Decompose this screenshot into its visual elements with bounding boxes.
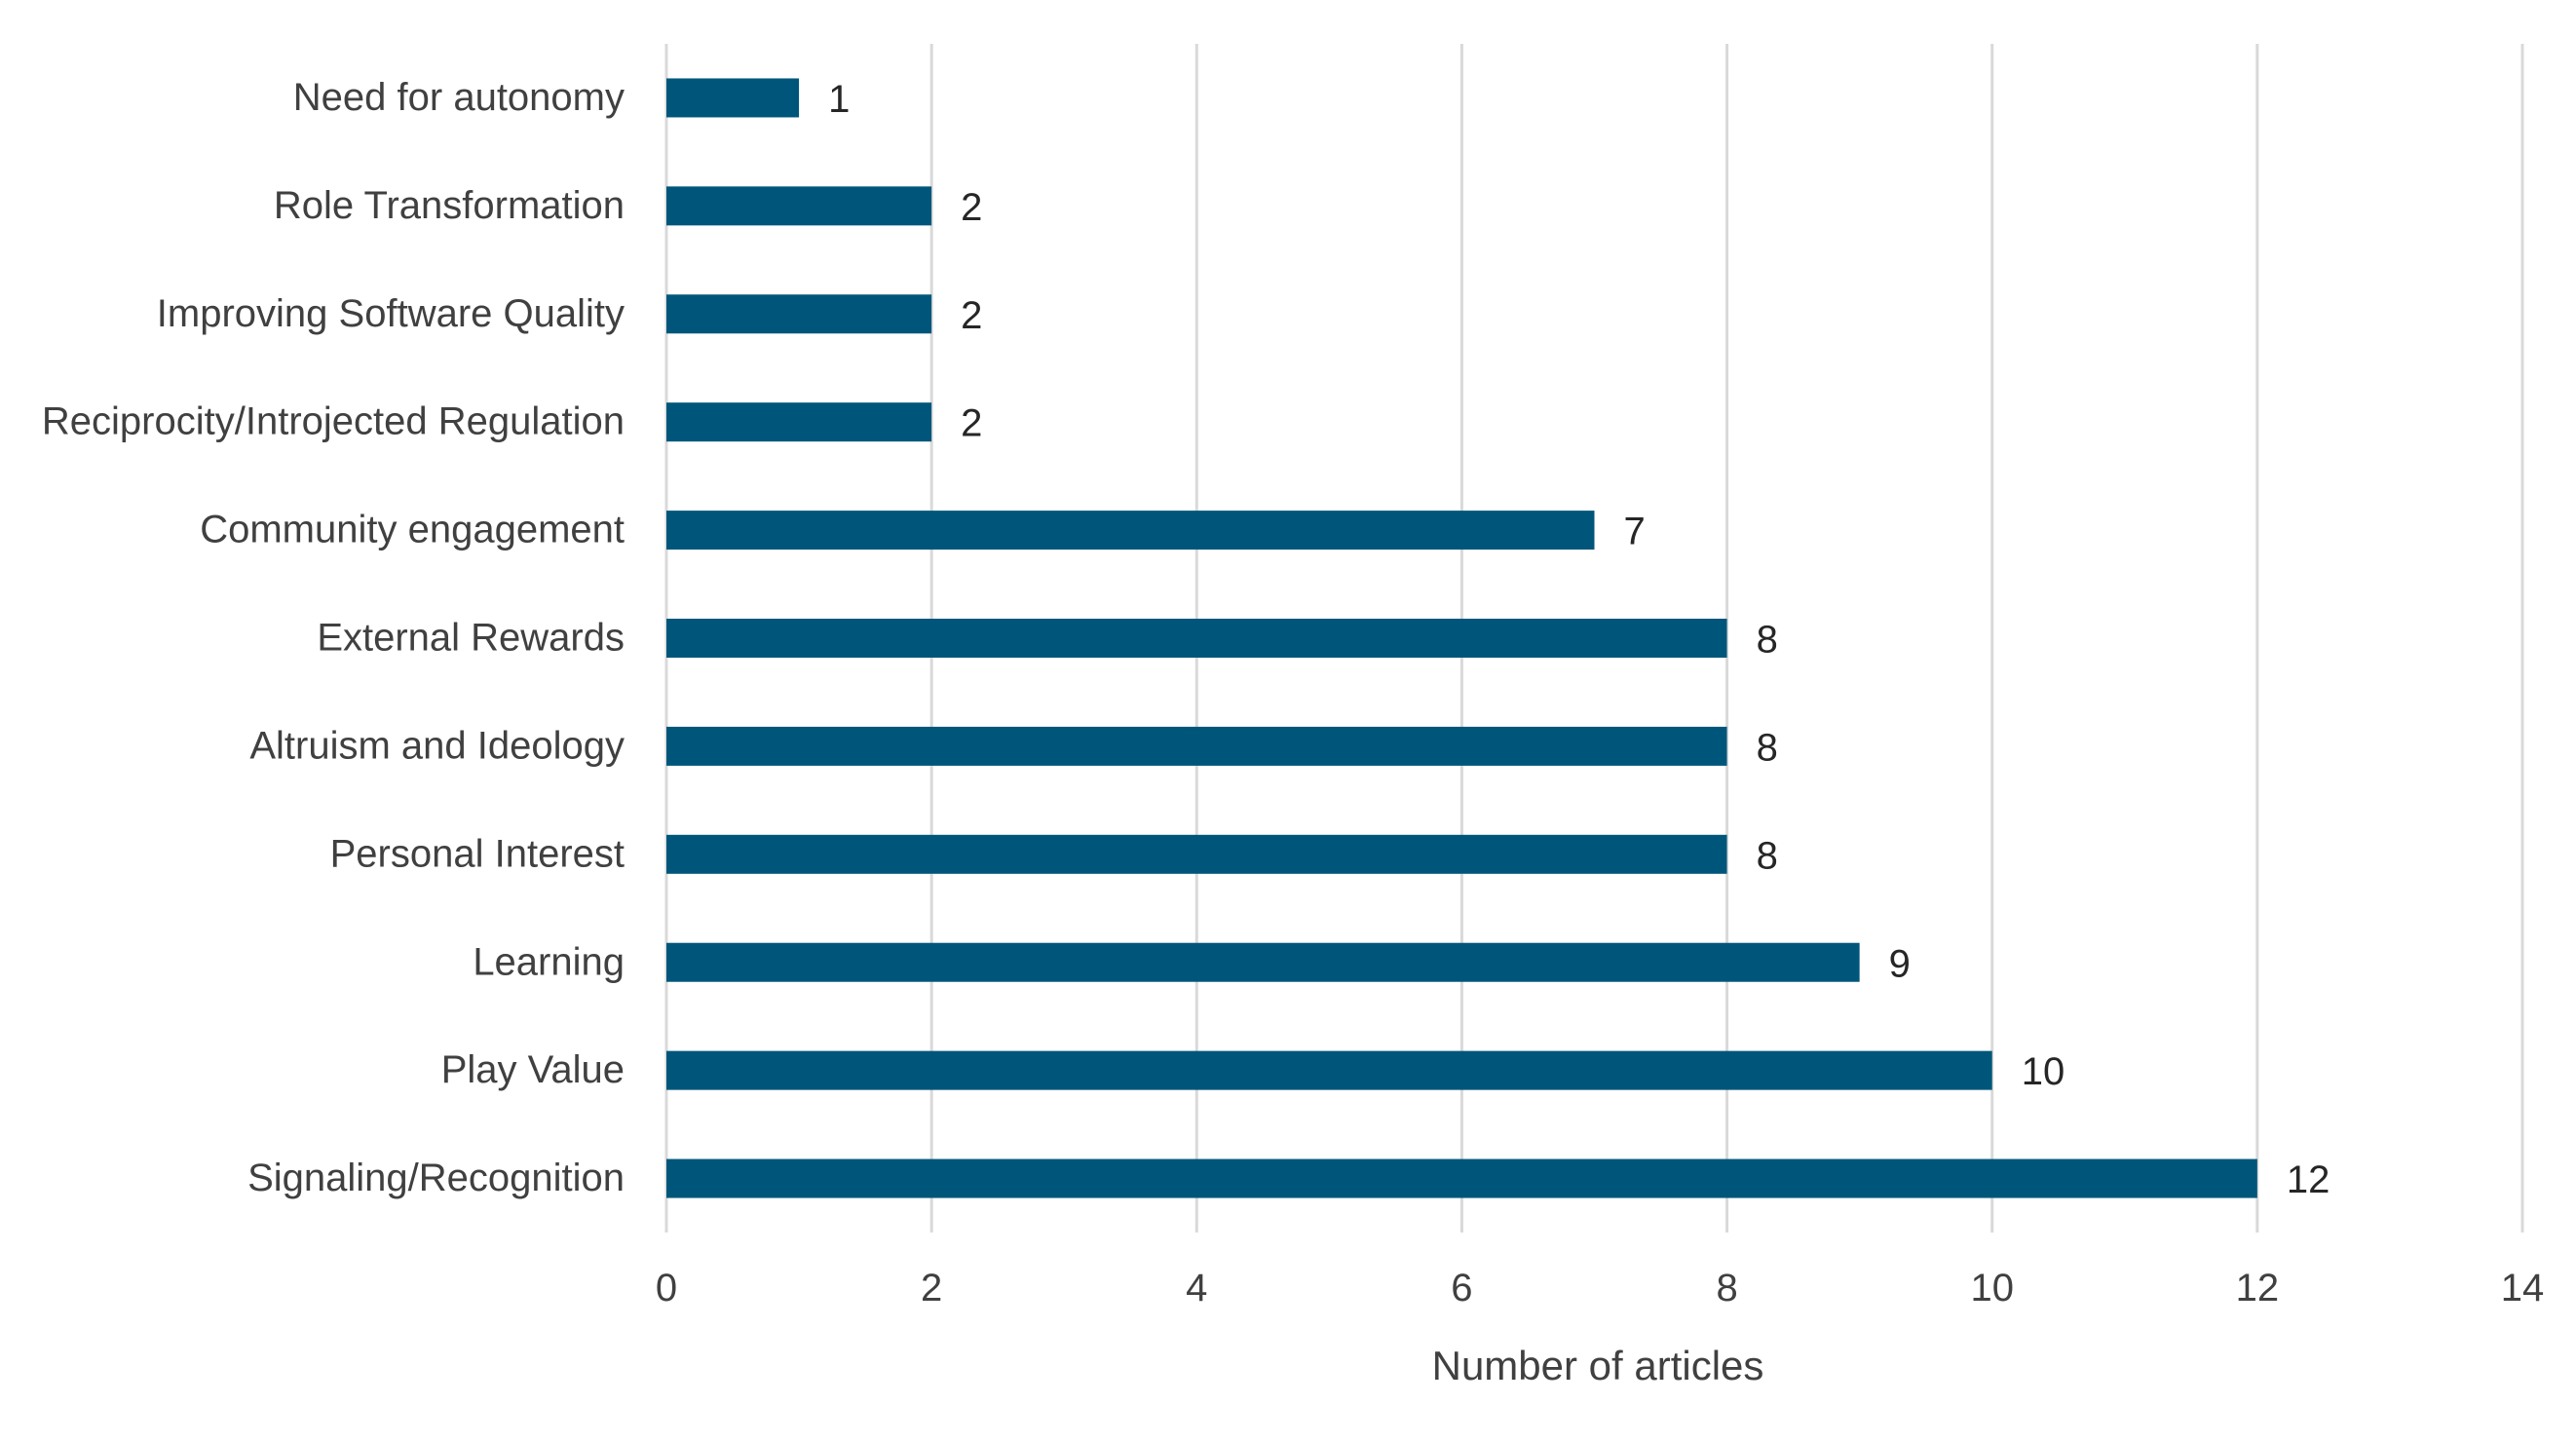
x-tick-label: 6 bbox=[1451, 1267, 1472, 1309]
data-label: 10 bbox=[2022, 1050, 2065, 1093]
data-label: 8 bbox=[1757, 726, 1778, 769]
bar bbox=[666, 294, 932, 334]
data-label: 7 bbox=[1624, 511, 1646, 553]
x-axis-title: Number of articles bbox=[1432, 1343, 1764, 1388]
data-label: 8 bbox=[1757, 619, 1778, 662]
data-label: 2 bbox=[961, 186, 982, 229]
category-label: Learning bbox=[473, 940, 625, 983]
data-label: 2 bbox=[961, 402, 982, 445]
x-tick-label: 8 bbox=[1716, 1267, 1737, 1309]
bar bbox=[666, 1158, 2257, 1198]
x-tick-label: 12 bbox=[2236, 1267, 2280, 1309]
x-tick-label: 14 bbox=[2501, 1267, 2545, 1309]
bars bbox=[666, 78, 2257, 1198]
bar bbox=[666, 78, 800, 118]
data-label: 12 bbox=[2287, 1158, 2330, 1201]
bar bbox=[666, 942, 1860, 982]
x-tick-label: 4 bbox=[1186, 1267, 1207, 1309]
category-label: Signaling/Recognition bbox=[247, 1157, 625, 1199]
bar bbox=[666, 619, 1727, 658]
x-tick-label: 2 bbox=[921, 1267, 942, 1309]
data-label: 1 bbox=[828, 78, 850, 121]
data-label: 2 bbox=[961, 294, 982, 337]
category-label: Reciprocity/Introjected Regulation bbox=[42, 400, 625, 443]
bar bbox=[666, 511, 1595, 550]
category-label: Altruism and Ideology bbox=[249, 724, 625, 767]
category-label: Role Transformation bbox=[274, 184, 625, 227]
category-label: External Rewards bbox=[317, 617, 625, 660]
x-tick-label: 0 bbox=[656, 1267, 677, 1309]
bar bbox=[666, 186, 932, 226]
category-labels: Need for autonomy Role Transformation Impr… bbox=[42, 76, 625, 1199]
category-label: Personal Interest bbox=[330, 832, 625, 875]
bar bbox=[666, 834, 1727, 874]
data-label: 8 bbox=[1757, 834, 1778, 877]
category-label: Play Value bbox=[441, 1048, 625, 1091]
category-label: Need for autonomy bbox=[293, 76, 625, 119]
category-label: Community engagement bbox=[200, 509, 625, 551]
bar bbox=[666, 1050, 1992, 1090]
bar bbox=[666, 402, 932, 442]
bar bbox=[666, 726, 1727, 766]
x-tick-labels: 0 2 4 6 8 10 12 14 bbox=[656, 1267, 2544, 1309]
category-label: Improving Software Quality bbox=[157, 292, 625, 335]
x-tick-label: 10 bbox=[1970, 1267, 2014, 1309]
data-label: 9 bbox=[1889, 942, 1911, 985]
